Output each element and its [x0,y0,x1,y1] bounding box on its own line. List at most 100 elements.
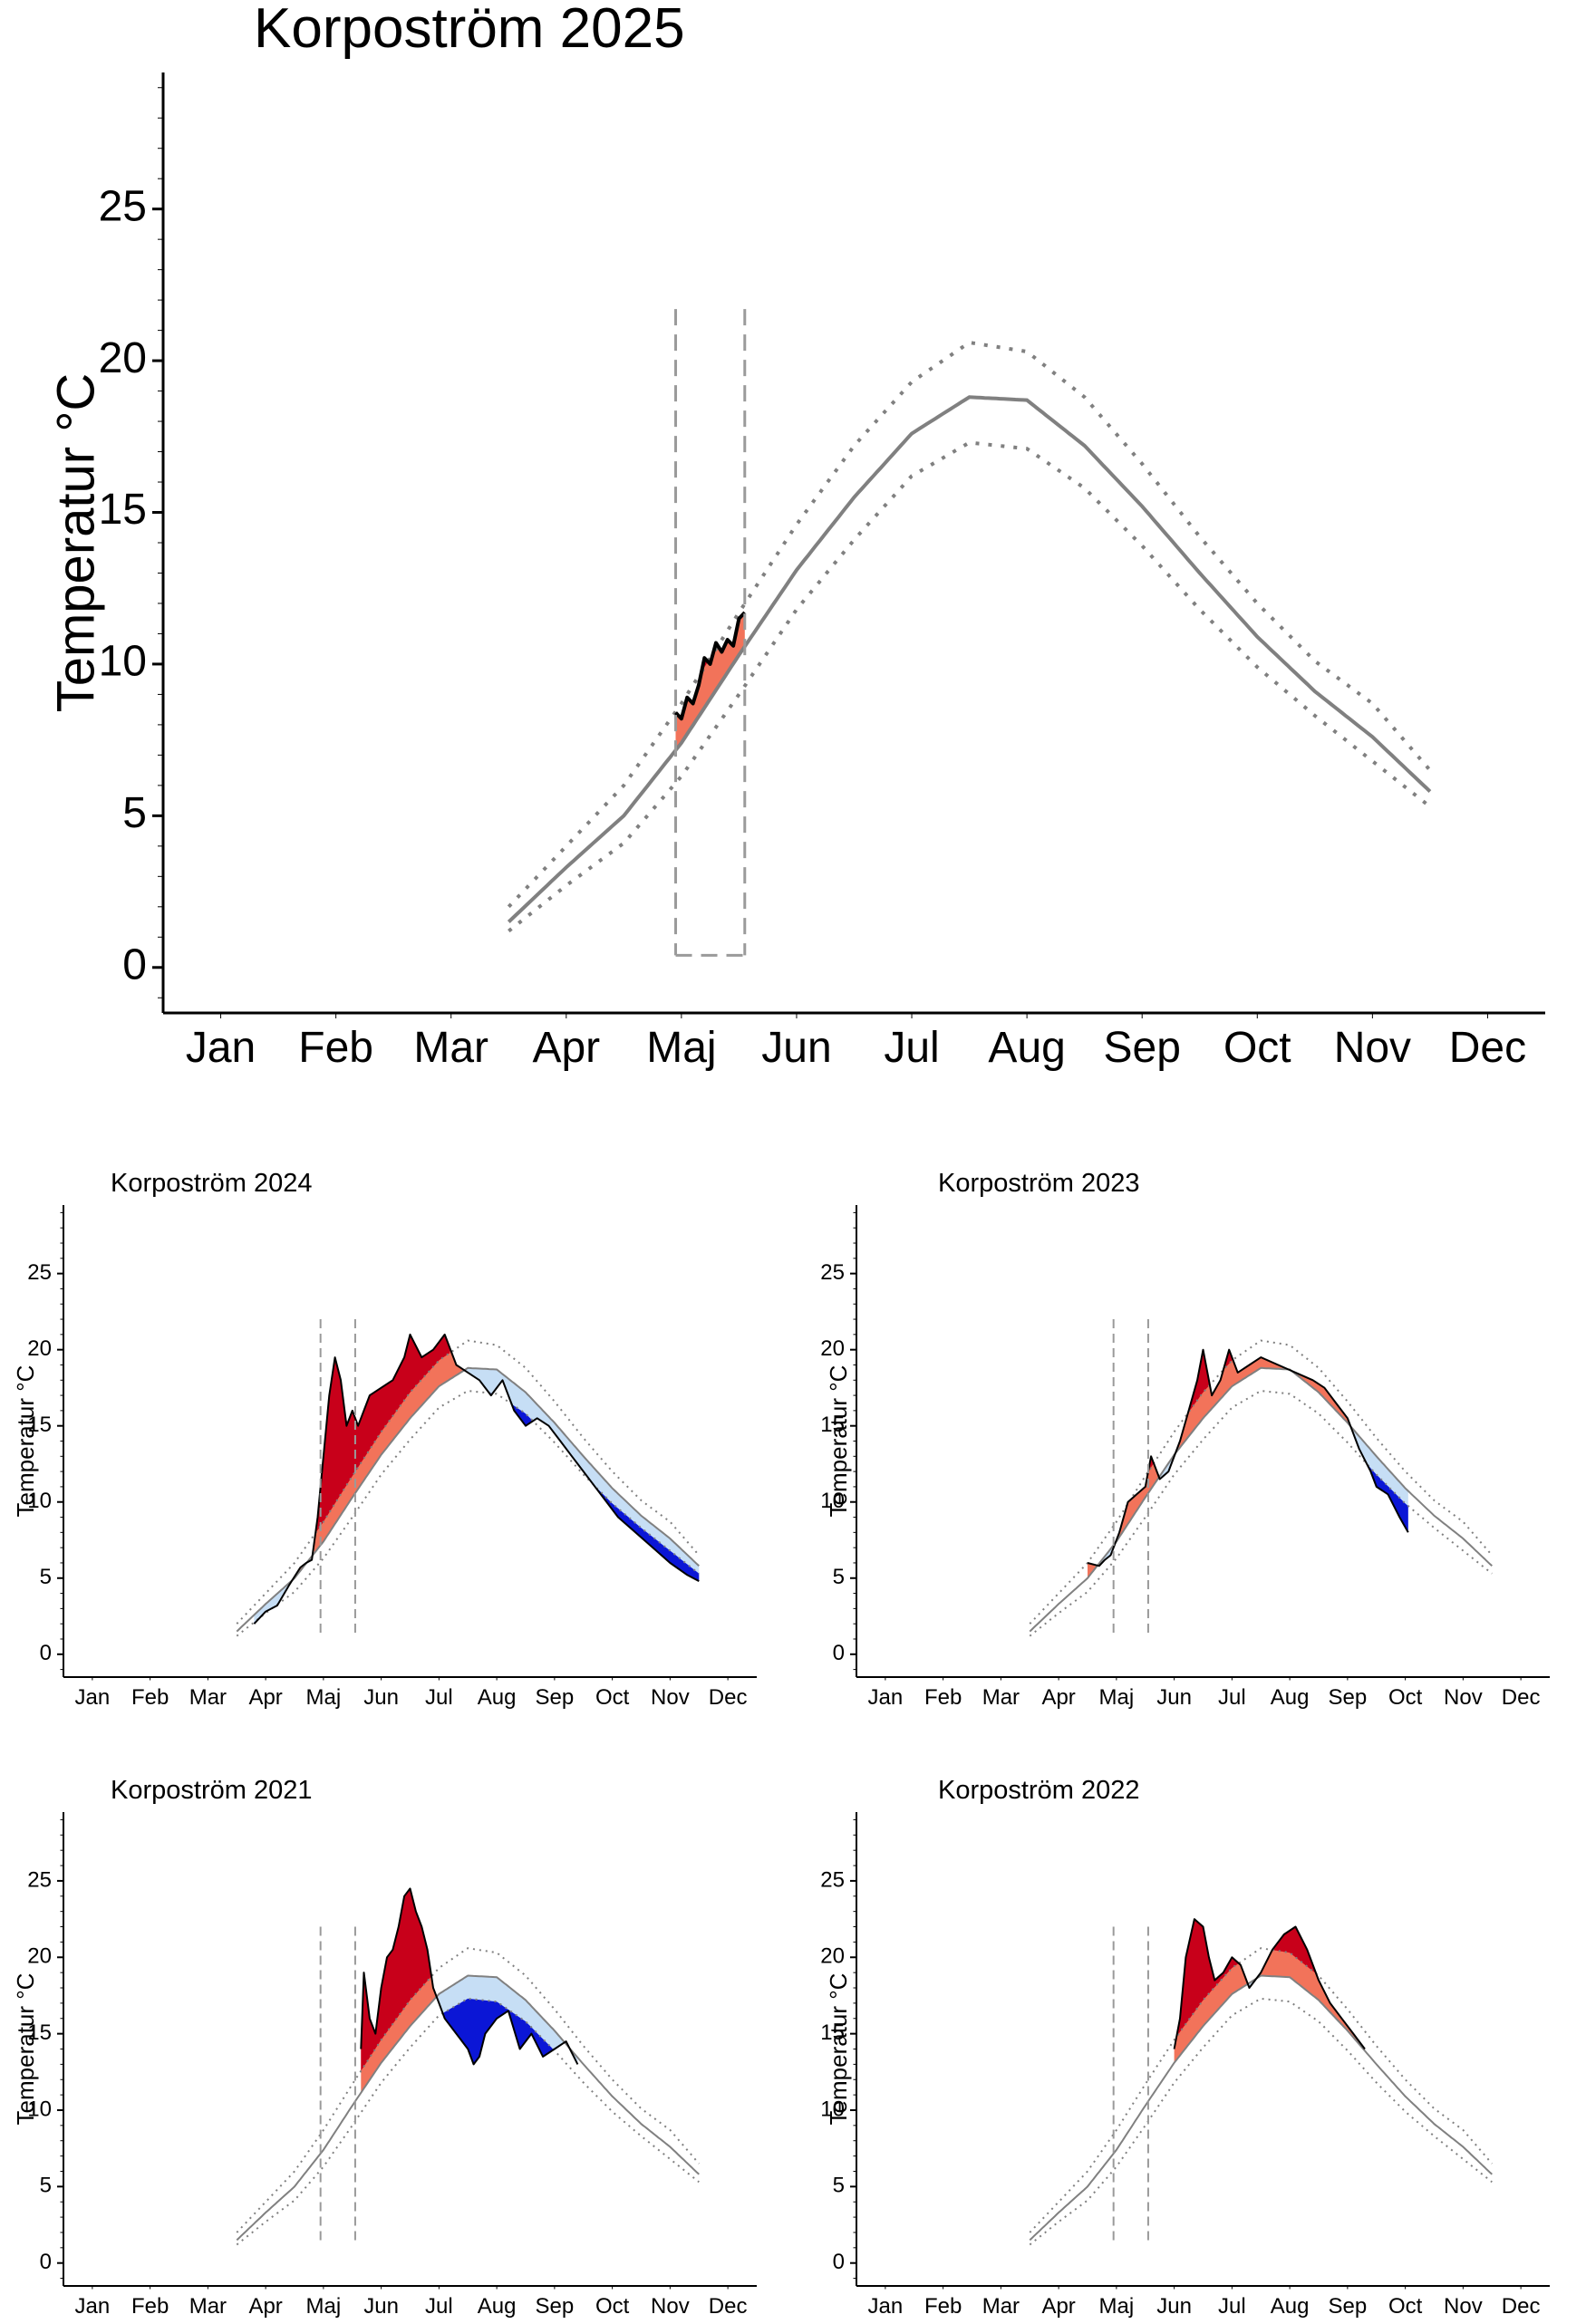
x-tick-label: Sep [1104,1024,1181,1072]
x-tick-label: Jan [75,2294,111,2319]
mean-line [236,1366,700,1633]
x-tick-label: Maj [646,1024,716,1072]
extreme-cold-fill [512,1404,533,1426]
lower-band-line [236,1389,700,1637]
chart-svg: Korpoström 2023 Temperatur °C 0 5 10 15 20 25 Ja… [820,1169,1550,1710]
x-tick-label: Dec [709,1685,748,1710]
mean-line [507,395,1432,923]
x-tick-label: Aug [478,1685,517,1710]
x-tick-label: Feb [924,2294,962,2319]
y-tick-label: 5 [122,789,147,837]
x-tick-label: Nov [1444,1685,1483,1710]
x-tick-label: Aug [1271,2294,1310,2319]
chart-korpostrom-2022: Korpoström 2022 Temperatur °C 0 5 10 15 20 25 Ja… [793,1758,1586,2319]
x-tick-label: Dec [709,2294,748,2319]
y-axis-label: Temperatur °C [12,1973,39,2126]
x-tick-label: Jul [1218,2294,1246,2319]
extreme-warm-fill [1188,1350,1210,1413]
x-tick-label: Jan [186,1024,256,1072]
y-tick-label: 10 [27,1489,52,1513]
x-tick-label: Maj [306,2294,342,2319]
y-tick-label: 5 [40,1565,52,1589]
x-tick-label: Maj [1099,2294,1135,2319]
x-tick-label: Nov [1334,1024,1411,1072]
observed-line [360,1887,579,2066]
chart-korpostrom-2025: Korpoström 2025 Temperatur °C 0 5 10 15 20 25 Ja… [0,0,1586,1087]
chart-title: Korpoström 2024 [111,1169,312,1198]
y-tick-label: 20 [820,1944,845,1969]
y-tick-label: 15 [27,1413,52,1437]
y-axis-label: Temperatur °C [12,1365,39,1518]
y-tick-label: 20 [820,1336,845,1361]
y-tick-label: 20 [27,1944,52,1969]
x-tick-label: Jun [1156,1685,1192,1710]
x-tick-label: Sep [1329,2294,1368,2319]
y-tick-label: 0 [833,2250,845,2274]
upper-band-line [1029,1947,1494,2233]
x-tick-label: Jul [1218,1685,1246,1710]
y-tick-label: 0 [40,1641,52,1665]
x-tick-label: Oct [1388,2294,1423,2319]
x-tick-label: Mar [413,1024,488,1072]
upper-band-line [507,340,1432,909]
x-tick-label: Jun [1156,2294,1192,2319]
y-axis-label: Temperatur °C [825,1365,852,1518]
y-tick-label: 25 [27,1260,52,1285]
x-tick-label: Oct [1223,1024,1291,1072]
lower-band-line [508,440,1432,933]
x-tick-label: Apr [532,1024,600,1072]
x-tick-label: Apr [248,1685,282,1710]
observed-line [674,611,747,721]
chart-title: Korpoström 2023 [938,1169,1139,1198]
x-tick-label: Dec [1449,1024,1526,1072]
upper-band-line [236,1947,701,2233]
chart-svg: Korpoström 2024 Temperatur °C 0 5 10 15 20 25 Ja… [12,1169,757,1710]
chart-svg: Korpoström 2022 Temperatur °C 0 5 10 15 20 25 Ja… [820,1776,1550,2319]
x-tick-label: Mar [189,1685,227,1710]
x-tick-label: Jan [75,1685,111,1710]
x-tick-label: Nov [651,2294,690,2319]
x-tick-label: Mar [189,2294,227,2319]
x-tick-label: Feb [924,1685,962,1710]
y-tick-label: 15 [27,2020,52,2045]
x-tick-label: Aug [478,2294,517,2319]
x-tick-label: Sep [536,1685,575,1710]
y-tick-label: 0 [40,2250,52,2274]
x-tick-label: Maj [1099,1685,1135,1710]
y-tick-label: 0 [122,940,147,988]
mean-line [1029,1974,1493,2242]
y-tick-label: 15 [820,1413,845,1437]
x-tick-label: Maj [306,1685,342,1710]
x-tick-label: Nov [651,1685,690,1710]
upper-band-line [1029,1339,1494,1625]
x-tick-label: Mar [982,2294,1020,2319]
chart-svg: Korpoström 2021 Temperatur °C 0 5 10 15 20 25 Ja… [12,1776,757,2319]
y-tick-label: 25 [820,1867,845,1892]
x-tick-label: Oct [595,2294,630,2319]
x-tick-label: Sep [1329,1685,1368,1710]
x-tick-label: Apr [1041,1685,1075,1710]
chart-korpostrom-2023: Korpoström 2023 Temperatur °C 0 5 10 15 20 25 Ja… [793,1151,1586,1731]
extreme-warm-fill [1272,1926,1316,1973]
x-tick-label: Mar [982,1685,1020,1710]
x-tick-label: Jun [761,1024,831,1072]
chart-svg: Korpoström 2025 Temperatur °C 0 5 10 15 20 25 Ja… [46,0,1545,1072]
x-tick-label: Aug [988,1024,1065,1072]
y-axis-label: Temperatur °C [825,1973,852,2126]
y-tick-label: 10 [820,1489,845,1513]
x-tick-label: Jun [363,2294,399,2319]
x-tick-label: Oct [1388,1685,1423,1710]
extreme-cold-fill [1368,1465,1408,1533]
observed-line [1087,1348,1409,1567]
y-tick-label: 15 [99,486,147,534]
chart-title: Korpoström 2022 [938,1776,1139,1805]
upper-band-line [236,1339,701,1625]
x-tick-label: Aug [1271,1685,1310,1710]
x-tick-label: Jul [425,2294,453,2319]
mean-line [1029,1366,1493,1633]
extreme-cold-fill [443,1998,553,2065]
x-tick-label: Jul [425,1685,453,1710]
y-tick-label: 10 [820,2097,845,2121]
y-tick-label: 5 [833,1565,845,1589]
chart-title: Korpoström 2025 [254,0,685,60]
